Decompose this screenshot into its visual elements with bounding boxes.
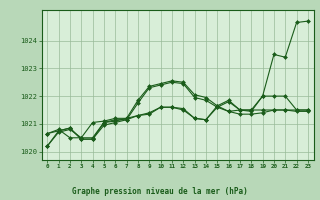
Text: Graphe pression niveau de la mer (hPa): Graphe pression niveau de la mer (hPa) [72, 187, 248, 196]
